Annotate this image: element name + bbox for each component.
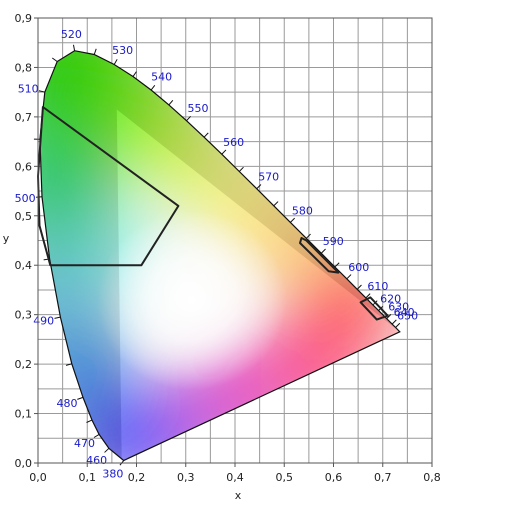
- wavelength-label: 540: [151, 71, 172, 84]
- wavelength-tick: [256, 184, 262, 190]
- y-tick-label: 0,1: [15, 408, 33, 421]
- wavelength-label: 550: [188, 102, 209, 115]
- wavelength-label: 380: [102, 468, 123, 481]
- y-axis-title: y: [3, 232, 10, 245]
- wavelength-tick: [391, 319, 397, 325]
- wavelength-tick: [132, 71, 137, 77]
- color-blob: [39, 136, 112, 246]
- wavelength-label: 500: [15, 192, 36, 205]
- y-tick-label: 0,9: [15, 12, 33, 25]
- y-tick-label: 0,3: [15, 309, 33, 322]
- wavelength-tick: [238, 166, 244, 172]
- wavelength-tick: [221, 149, 227, 155]
- gamut-triangle-area: [116, 109, 401, 461]
- wavelength-tick: [51, 57, 58, 62]
- wavelength-label: 600: [348, 261, 369, 274]
- axis-tick-labels: 0,0 0,1 0,2 0,3 0,4 0,5 0,6 0,7 0,8 0,0 0,1 0,2 0,3 0…: [15, 12, 441, 484]
- y-tick-label: 0,0: [15, 457, 33, 470]
- wavelength-tick: [334, 262, 340, 268]
- y-tick-label: 0,7: [15, 111, 33, 124]
- x-tick-label: 0,6: [325, 471, 343, 484]
- wavelength-tick: [356, 284, 362, 290]
- wavelength-tick: [113, 59, 118, 65]
- x-tick-label: 0,3: [177, 471, 195, 484]
- wavelength-tick: [290, 217, 296, 223]
- wavelength-tick: [150, 85, 156, 91]
- wavelength-label: 580: [292, 204, 313, 217]
- wavelength-label: 530: [112, 44, 133, 57]
- wavelength-label: 510: [18, 82, 39, 95]
- wavelength-label: 590: [323, 235, 344, 248]
- x-tick-label: 0,8: [423, 471, 441, 484]
- wavelength-label: 480: [57, 397, 78, 410]
- x-axis-title: x: [235, 489, 242, 502]
- wavelength-tick: [93, 48, 97, 55]
- wavelength-label: 650: [397, 310, 418, 323]
- wavelength-tick: [77, 396, 84, 400]
- wavelength-label: 470: [74, 437, 95, 450]
- wavelength-label: 520: [61, 28, 82, 41]
- wavelength-tick: [305, 233, 311, 239]
- wavelength-tick: [86, 419, 93, 423]
- x-tick-label: 0,0: [29, 471, 47, 484]
- wavelength-tick: [346, 274, 352, 280]
- x-tick-label: 0,7: [374, 471, 392, 484]
- wavelength-tick: [203, 132, 209, 138]
- wavelength-tick: [273, 201, 279, 207]
- wavelength-tick: [65, 363, 72, 366]
- y-tick-label: 0,6: [15, 160, 33, 173]
- wavelength-tick: [365, 293, 371, 299]
- wavelength-label: 630: [388, 301, 409, 314]
- x-tick-label: 0,5: [276, 471, 294, 484]
- wavelength-label: 640: [394, 306, 415, 319]
- wavelength-tick: [168, 100, 174, 106]
- white-point-glow: [97, 210, 288, 391]
- y-tick-label: 0,4: [15, 259, 33, 272]
- outlined-region: [299, 237, 340, 274]
- wavelength-tick: [104, 447, 110, 453]
- y-tick-label: 0,8: [15, 61, 33, 74]
- wavelength-label: 490: [33, 315, 54, 328]
- x-tick-label: 0,1: [79, 471, 97, 484]
- wavelength-tick: [386, 314, 392, 319]
- out-of-gamut-shade: [39, 50, 401, 461]
- wavelength-label: 620: [380, 293, 401, 306]
- wavelength-tick: [320, 248, 326, 254]
- outlined-region: [359, 296, 389, 321]
- wavelength-label: 560: [223, 136, 244, 149]
- wavelength-tick: [54, 316, 61, 319]
- wavelength-tick: [186, 115, 191, 122]
- wavelength-ticks: [33, 44, 401, 466]
- gamut-triangle: [39, 50, 401, 461]
- x-tick-label: 0,4: [226, 471, 244, 484]
- x-tick-label: 0,2: [128, 471, 146, 484]
- wavelength-tick: [72, 44, 76, 51]
- y-tick-label: 0,5: [15, 210, 33, 223]
- wavelength-label: 460: [86, 454, 107, 467]
- wavelength-tick: [38, 90, 45, 93]
- wavelength-tick: [395, 322, 401, 328]
- wavelength-tick: [93, 433, 100, 438]
- y-tick-label: 0,2: [15, 358, 33, 371]
- wavelength-label: 570: [258, 171, 279, 184]
- wavelength-label: 610: [367, 280, 388, 293]
- spectral-locus: [39, 50, 401, 462]
